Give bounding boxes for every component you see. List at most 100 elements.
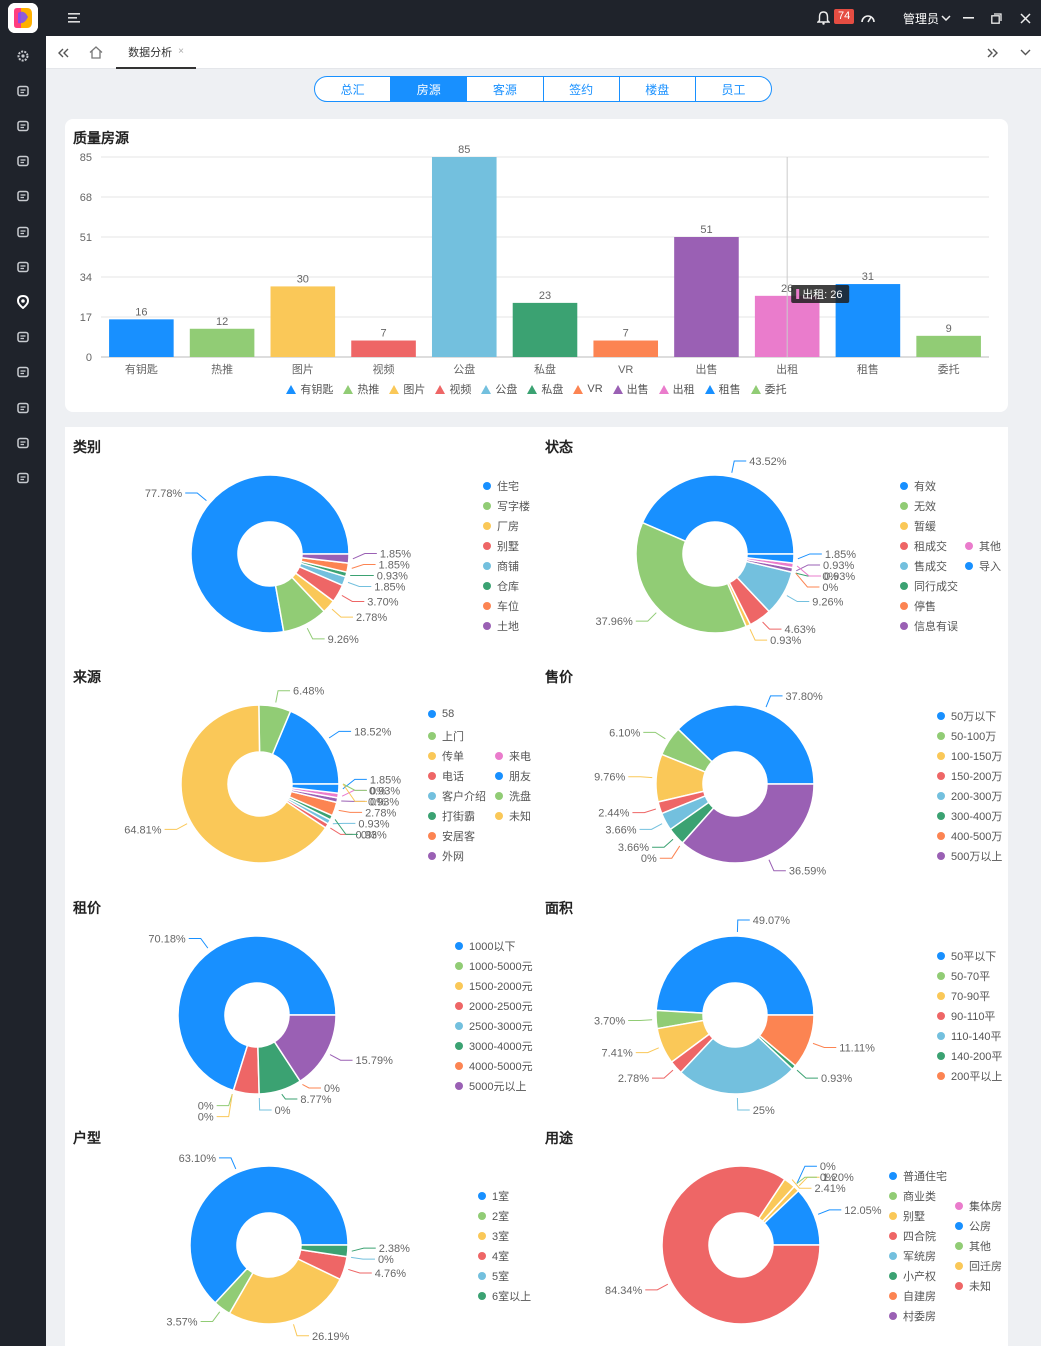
legend-item-laiyuan[interactable]: 传单 — [428, 748, 464, 764]
legend-item-yongtu[interactable]: 自建房 — [889, 1288, 936, 1304]
legend-item-shoujia[interactable]: 50万以下 — [937, 708, 996, 724]
legend-item-mianji[interactable]: 90-110平 — [937, 1008, 995, 1024]
legend-item-huxing[interactable]: 1室 — [478, 1188, 509, 1204]
legend-item-yongtu[interactable]: 村委房 — [889, 1308, 936, 1324]
bell-icon[interactable] — [813, 0, 833, 36]
legend-item-shoujia[interactable]: 400-500万 — [937, 828, 1002, 844]
home-icon[interactable] — [0, 179, 46, 214]
legend-item-mianji[interactable]: 200平以上 — [937, 1068, 1002, 1084]
legend-item-leibie[interactable]: 商铺 — [483, 558, 519, 574]
legend-item-leibie[interactable]: 土地 — [483, 618, 519, 634]
bar-legend-item[interactable]: 租售 — [704, 381, 741, 397]
person-icon[interactable] — [0, 425, 46, 460]
legend-item-mianji[interactable]: 140-200平 — [937, 1048, 1002, 1064]
legend-item-zhuangtai[interactable]: 租成交 — [900, 538, 947, 554]
legend-item-laiyuan[interactable]: 来电 — [495, 748, 531, 764]
legend-item-leibie[interactable]: 仓库 — [483, 578, 519, 594]
collapse-left-icon[interactable] — [50, 36, 76, 69]
legend-item-laiyuan[interactable]: 未知 — [495, 808, 531, 824]
legend-item-zhuangtai[interactable]: 同行成交 — [900, 578, 958, 594]
group-icon[interactable] — [0, 355, 46, 390]
legend-item-laiyuan[interactable]: 电话 — [428, 768, 464, 784]
legend-item-yongtu[interactable]: 其他 — [955, 1238, 991, 1254]
tab-data-analysis[interactable]: 数据分析 × — [116, 36, 196, 69]
bar-legend-item[interactable]: 视频 — [435, 381, 471, 397]
legend-item-zujia[interactable]: 3000-4000元 — [455, 1038, 533, 1054]
segment-1[interactable]: 房源 — [391, 77, 468, 101]
legend-item-laiyuan[interactable]: 安居客 — [428, 828, 475, 844]
bar-legend-item[interactable]: 图片 — [389, 381, 425, 397]
legend-item-zhuangtai[interactable]: 售成交 — [900, 558, 947, 574]
segment-2[interactable]: 客源 — [467, 77, 544, 101]
legend-item-mianji[interactable]: 70-90平 — [937, 988, 990, 1004]
book-icon[interactable] — [0, 460, 46, 495]
segment-3[interactable]: 签约 — [544, 77, 620, 101]
globe-icon[interactable] — [0, 390, 46, 425]
legend-item-yongtu[interactable]: 小产权 — [889, 1268, 936, 1284]
legend-item-yongtu[interactable]: 商业类 — [889, 1188, 936, 1204]
legend-item-zhuangtai[interactable]: 暂缓 — [900, 518, 936, 534]
legend-item-zhuangtai[interactable]: 信息有误 — [900, 618, 958, 634]
legend-item-huxing[interactable]: 2室 — [478, 1208, 509, 1224]
legend-item-zujia[interactable]: 1500-2000元 — [455, 978, 533, 994]
legend-item-mianji[interactable]: 50-70平 — [937, 968, 990, 984]
bar-legend-item[interactable]: 出租 — [658, 381, 695, 397]
legend-item-zujia[interactable]: 1000以下 — [455, 938, 515, 954]
gear-icon[interactable] — [0, 38, 46, 73]
flow-icon[interactable] — [0, 73, 46, 108]
legend-item-leibie[interactable]: 住宅 — [483, 478, 519, 494]
legend-item-yongtu[interactable]: 军统房 — [889, 1248, 936, 1264]
maximize-icon[interactable] — [987, 0, 1005, 36]
legend-item-shoujia[interactable]: 500万以上 — [937, 848, 1002, 864]
segment-4[interactable]: 楼盘 — [620, 77, 696, 101]
legend-item-shoujia[interactable]: 200-300万 — [937, 788, 1002, 804]
legend-item-shoujia[interactable]: 300-400万 — [937, 808, 1002, 824]
legend-item-zhuangtai[interactable]: 其他 — [965, 538, 1001, 554]
legend-item-zhuangtai[interactable]: 导入 — [965, 558, 1001, 574]
legend-item-leibie[interactable]: 车位 — [483, 598, 519, 614]
legend-item-zujia[interactable]: 2500-3000元 — [455, 1018, 533, 1034]
legend-item-yongtu[interactable]: 四合院 — [889, 1228, 936, 1244]
legend-item-shoujia[interactable]: 50-100万 — [937, 728, 996, 744]
legend-item-laiyuan[interactable]: 朋友 — [495, 768, 531, 784]
segment-0[interactable]: 总汇 — [315, 77, 392, 101]
bar-legend-item[interactable]: VR — [573, 381, 603, 397]
legend-item-yongtu[interactable]: 公房 — [955, 1218, 991, 1234]
legend-item-laiyuan[interactable]: 客户介绍 — [428, 788, 486, 804]
legend-item-laiyuan[interactable]: 打街霸 — [428, 808, 475, 824]
legend-item-huxing[interactable]: 6室以上 — [478, 1288, 531, 1304]
legend-item-yongtu[interactable]: 回迁房 — [955, 1258, 1002, 1274]
legend-item-huxing[interactable]: 4室 — [478, 1248, 509, 1264]
legend-item-mianji[interactable]: 110-140平 — [937, 1028, 1002, 1044]
legend-item-yongtu[interactable]: 未知 — [955, 1278, 991, 1294]
legend-item-leibie[interactable]: 别墅 — [483, 538, 519, 554]
bar-legend-item[interactable]: 公盘 — [481, 381, 517, 397]
client-icon[interactable] — [0, 214, 46, 249]
legend-item-zujia[interactable]: 2000-2500元 — [455, 998, 533, 1014]
bar-legend-item[interactable]: 委托 — [750, 381, 787, 397]
minimize-icon[interactable] — [959, 0, 977, 36]
tab-dropdown-icon[interactable] — [1012, 36, 1038, 69]
bar-legend-item[interactable]: 热推 — [343, 381, 379, 397]
legend-item-laiyuan[interactable]: 上门 — [428, 728, 464, 744]
house-icon[interactable] — [0, 144, 46, 179]
menu-icon[interactable] — [64, 0, 86, 36]
tab-close-icon[interactable]: × — [178, 46, 184, 57]
legend-item-laiyuan[interactable]: 外网 — [428, 848, 464, 864]
bar-legend-item[interactable]: 私盘 — [527, 381, 563, 397]
bar-legend-item[interactable]: 有钥匙 — [286, 381, 333, 397]
legend-item-yongtu[interactable]: 集体房 — [955, 1198, 1002, 1214]
legend-item-zhuangtai[interactable]: 无效 — [900, 498, 936, 514]
location-icon[interactable] — [0, 284, 46, 319]
legend-item-zujia[interactable]: 4000-5000元 — [455, 1058, 533, 1074]
close-icon[interactable] — [1016, 0, 1034, 36]
user-icon[interactable] — [0, 320, 46, 355]
legend-item-yongtu[interactable]: 别墅 — [889, 1208, 925, 1224]
user-menu-label[interactable]: 管理员 — [903, 12, 940, 26]
expand-right-icon[interactable] — [980, 36, 1006, 69]
legend-item-zhuangtai[interactable]: 停售 — [900, 598, 936, 614]
legend-item-huxing[interactable]: 3室 — [478, 1228, 509, 1244]
dashboard-icon[interactable] — [858, 0, 878, 36]
legend-item-laiyuan[interactable]: 58 — [428, 708, 454, 720]
chevron-down-icon[interactable] — [939, 0, 953, 36]
